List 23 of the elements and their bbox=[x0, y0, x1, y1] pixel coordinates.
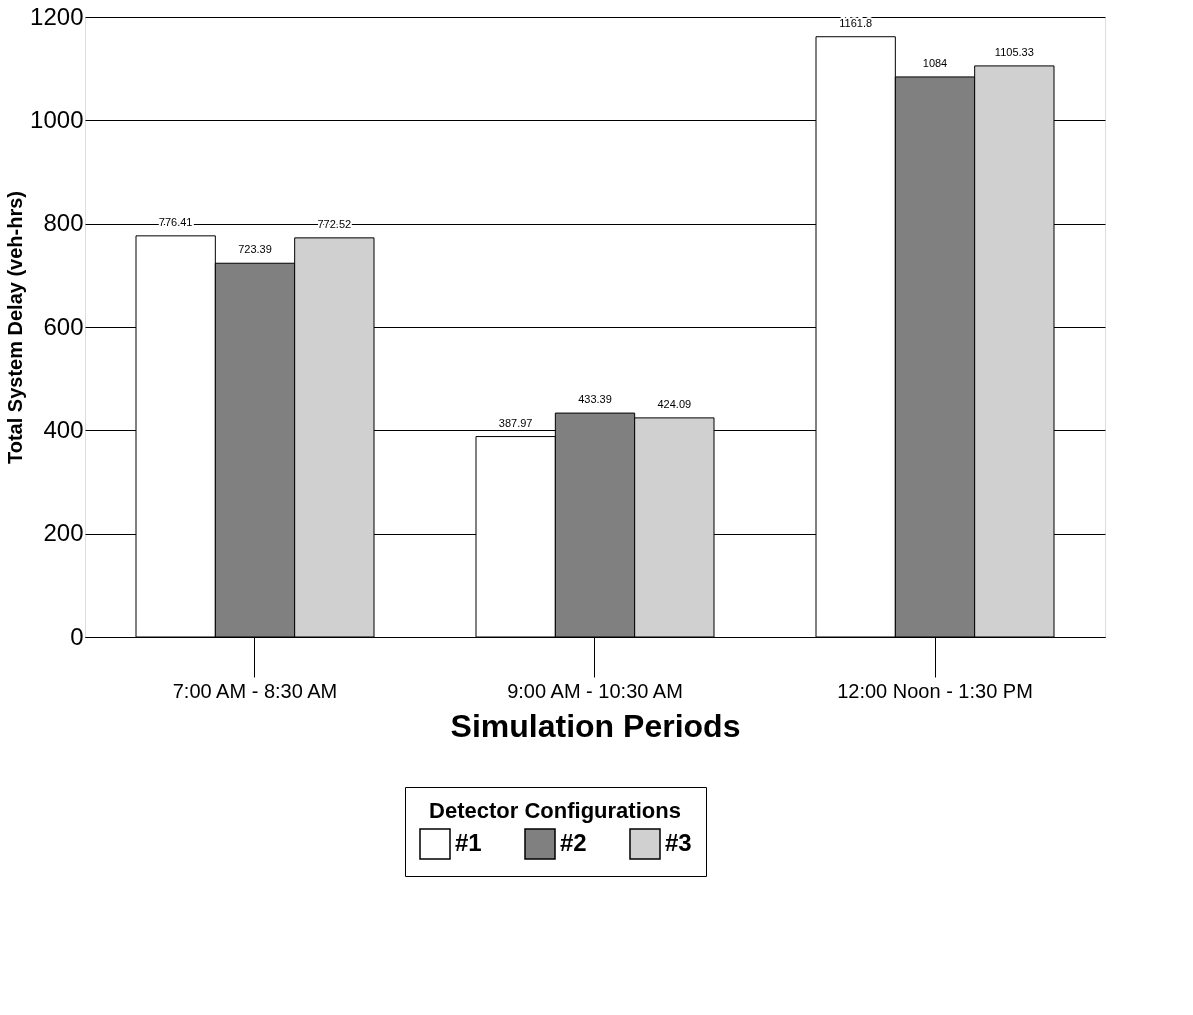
data-label: 1084 bbox=[922, 56, 948, 69]
y-tick-label: 600 bbox=[43, 312, 84, 340]
data-label: 424.09 bbox=[657, 397, 692, 410]
legend-label: #1 bbox=[455, 829, 482, 856]
data-label: 1105.33 bbox=[994, 45, 1034, 58]
y-tick-label: 800 bbox=[43, 209, 84, 237]
y-tick-label: 400 bbox=[43, 415, 84, 443]
y-tick-label: 1200 bbox=[30, 2, 84, 30]
data-label: 433.39 bbox=[578, 393, 612, 406]
legend-label: #3 bbox=[665, 829, 692, 856]
y-axis-title: Total System Delay (veh-hrs) bbox=[4, 190, 27, 465]
x-tick-label: 7:00 AM - 8:30 AM bbox=[172, 679, 338, 702]
x-tick-label: 9:00 AM - 10:30 AM bbox=[507, 679, 683, 702]
x-tick-label: 12:00 Noon - 1:30 PM bbox=[837, 679, 1033, 702]
legend-label: #2 bbox=[560, 829, 587, 856]
y-tick-label: 1000 bbox=[30, 105, 84, 133]
data-label: 387.97 bbox=[498, 416, 533, 429]
legend-title: Detector Configurations bbox=[429, 798, 681, 823]
data-label: 1161.8 bbox=[839, 16, 873, 29]
x-axis-title: Simulation Periods bbox=[450, 707, 741, 744]
y-tick-label: 0 bbox=[70, 622, 84, 650]
data-label: 723.39 bbox=[238, 243, 272, 256]
y-tick-label: 200 bbox=[43, 519, 84, 547]
